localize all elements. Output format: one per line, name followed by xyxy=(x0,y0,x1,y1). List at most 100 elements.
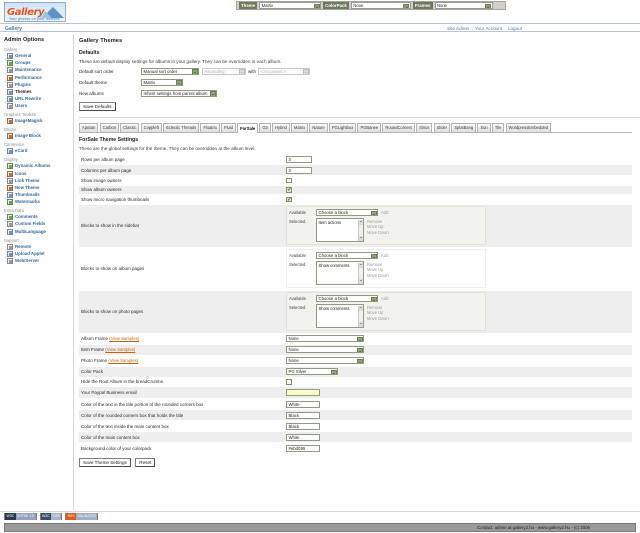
toolbar-colorpack-select[interactable]: None xyxy=(350,2,411,9)
sidebar-item-plugins[interactable]: Plugins xyxy=(7,81,73,88)
sidebar-item-groups[interactable]: Groups xyxy=(7,60,73,67)
sidebar-item-icons[interactable]: Icons xyxy=(7,170,73,177)
logout-link[interactable]: Logout xyxy=(507,25,522,31)
tab-sun[interactable]: Sun xyxy=(477,123,491,132)
css-validation-badge[interactable]: W3C CSS xyxy=(39,513,63,520)
save-theme-settings-button[interactable]: Save Theme Settings xyxy=(79,458,131,468)
scroll-down-icon[interactable] xyxy=(358,235,363,241)
tab-splatbang[interactable]: SplatBang xyxy=(451,123,477,132)
default-sort-order-select[interactable]: Manual sort order xyxy=(141,67,199,75)
cols-per-page-input[interactable]: 3 xyxy=(286,166,312,174)
photo-frame-view-samples-link[interactable]: (View Samples) xyxy=(108,358,139,364)
show-micro-nav-checkbox[interactable] xyxy=(286,197,292,203)
sidebar-item-remote[interactable]: Remote xyxy=(7,243,73,250)
color-pack-select[interactable]: PG Silver xyxy=(286,368,338,376)
scroll-down-icon[interactable] xyxy=(358,278,363,284)
sidebar-item-custom-fields[interactable]: Custom Fields xyxy=(7,221,73,228)
tab-sirius[interactable]: Sirius xyxy=(416,123,433,132)
sidebar-item-maintenance[interactable]: Maintenance xyxy=(7,67,73,74)
tab-wordpressembedded[interactable]: WordpressEmbedded xyxy=(505,123,552,132)
sidebar-add-button[interactable]: Add xyxy=(381,210,389,216)
scroll-down-icon[interactable] xyxy=(358,321,363,327)
tab-pgbanee[interactable]: PGBanee xyxy=(357,123,382,132)
photo-frame-select[interactable]: None xyxy=(286,357,364,365)
album-selected-listbox[interactable]: Show comments xyxy=(316,261,364,286)
tab-fluid[interactable]: Fluid xyxy=(221,123,236,132)
reset-button[interactable]: Reset xyxy=(135,458,156,468)
album-frame-view-samples-link[interactable]: (View Samples) xyxy=(109,336,140,342)
sidebar-item-ecard[interactable]: eCard xyxy=(7,148,73,155)
tab-hybrid[interactable]: Hybrid xyxy=(272,123,290,132)
sort-direction-select[interactable]: Ascending xyxy=(202,67,246,75)
sidebar-item-url-rewrite[interactable]: URL Rewrite xyxy=(7,96,73,103)
scroll-up-icon[interactable] xyxy=(358,305,363,311)
content-box-color-input[interactable]: White xyxy=(286,433,320,441)
tab-slider[interactable]: Slider xyxy=(433,123,451,132)
photo-move-down-button[interactable]: Move Down xyxy=(367,315,389,321)
photo-selected-listbox[interactable]: Show comments xyxy=(316,304,364,329)
tab-nature[interactable]: Nature xyxy=(309,123,328,132)
sidebar-item-link-theme[interactable]: Link Theme xyxy=(7,177,73,184)
sidebar-item-themes[interactable]: Themes xyxy=(7,88,73,95)
title-box-color-input[interactable]: Black xyxy=(286,411,320,419)
album-frame-select[interactable]: None xyxy=(286,335,364,343)
album-move-up-button[interactable]: Move Up xyxy=(367,267,384,273)
sidebar-remove-button[interactable]: Remove xyxy=(367,219,383,225)
sidebar-selected-listbox[interactable]: Item actions xyxy=(316,218,364,243)
sidebar-item-dynamic-albums[interactable]: Dynamic Albums xyxy=(7,163,73,170)
photo-move-up-button[interactable]: Move Up xyxy=(367,310,384,316)
content-text-color-input[interactable]: Black xyxy=(286,422,320,430)
sidebar-item-general[interactable]: General xyxy=(7,53,73,59)
album-add-button[interactable]: Add xyxy=(381,253,389,259)
tab-classic[interactable]: Classic xyxy=(120,123,140,132)
your-account-link[interactable]: Your Account xyxy=(475,25,502,31)
tab-carbon[interactable]: Carbon xyxy=(99,123,120,132)
sidebar-item-web-server[interactable]: Web/Server xyxy=(7,258,73,264)
new-albums-select[interactable]: Inherit settings from parent album xyxy=(141,89,217,97)
sidebar-item-watermarks[interactable]: Watermarks xyxy=(7,199,73,206)
sidebar-item-multilanguage[interactable]: MultiLanguage xyxy=(7,228,73,235)
sidebar-move-down-button[interactable]: Move Down xyxy=(367,229,389,235)
item-frame-select[interactable]: None xyxy=(286,346,364,354)
sidebar-available-select[interactable]: Choose a block xyxy=(316,209,378,217)
scroll-up-icon[interactable] xyxy=(358,219,363,225)
hide-root-checkbox[interactable] xyxy=(286,379,292,385)
preset-select[interactable]: < no preset > xyxy=(258,67,311,75)
gallery-logo[interactable]: Gallery Your photos on your website xyxy=(4,2,66,22)
default-theme-select[interactable]: Matrix xyxy=(141,78,183,86)
photo-add-button[interactable]: Add xyxy=(381,296,389,302)
sidebar-item-performance[interactable]: Performance xyxy=(7,74,73,81)
sidebar-item-upload-applet[interactable]: Upload Applet xyxy=(7,250,73,257)
tab-tile[interactable]: Tile xyxy=(491,123,505,132)
sidebar-move-up-button[interactable]: Move Up xyxy=(367,224,384,230)
show-image-owners-checkbox[interactable] xyxy=(286,177,292,184)
tab-roundcorners[interactable]: RoundCorners xyxy=(382,123,416,132)
tab-pglightbox[interactable]: PGLightbox xyxy=(328,123,357,132)
sidebar-item-comments[interactable]: Comments xyxy=(7,214,73,221)
show-album-owners-checkbox[interactable] xyxy=(286,187,292,193)
album-available-select[interactable]: Choose a block xyxy=(316,252,378,260)
list-item[interactable]: Show comments xyxy=(318,263,350,269)
scroll-up-icon[interactable] xyxy=(358,262,363,268)
toolbar-frames-select[interactable]: None xyxy=(434,2,493,9)
sidebar-item-users[interactable]: Users xyxy=(7,103,73,110)
rss-validation-badge[interactable]: RSS VALIDATED xyxy=(65,513,99,520)
album-move-down-button[interactable]: Move Down xyxy=(367,272,389,278)
item-frame-view-samples-link[interactable]: (View Samples) xyxy=(105,347,136,353)
tab-coppleft[interactable]: Coppleft xyxy=(140,123,162,132)
tab-eclectic-threads[interactable]: Eclectic Threads xyxy=(163,123,200,132)
sidebar-item-thumbnails[interactable]: Thumbnails xyxy=(7,192,73,199)
breadcrumb[interactable]: Gallery xyxy=(5,25,22,32)
photo-available-select[interactable]: Choose a block xyxy=(316,295,378,303)
title-text-color-input[interactable]: White xyxy=(286,400,320,408)
scrollbar[interactable] xyxy=(357,219,363,241)
sidebar-item-image-block[interactable]: Image Block xyxy=(7,133,73,140)
background-color-input[interactable]: #ebd095 xyxy=(286,444,320,452)
rows-per-page-input[interactable]: 3 xyxy=(286,155,312,163)
xhtml-validation-badge[interactable]: W3C XHTML 1.0 xyxy=(4,513,37,520)
sidebar-item-new-theme[interactable]: New Theme xyxy=(7,184,73,191)
tab-g3[interactable]: G3 xyxy=(259,123,271,132)
list-item[interactable]: Show comments xyxy=(318,306,350,312)
save-defaults-button[interactable]: Save Defaults xyxy=(79,102,116,111)
tab-forsale[interactable]: ForSale xyxy=(237,123,259,133)
